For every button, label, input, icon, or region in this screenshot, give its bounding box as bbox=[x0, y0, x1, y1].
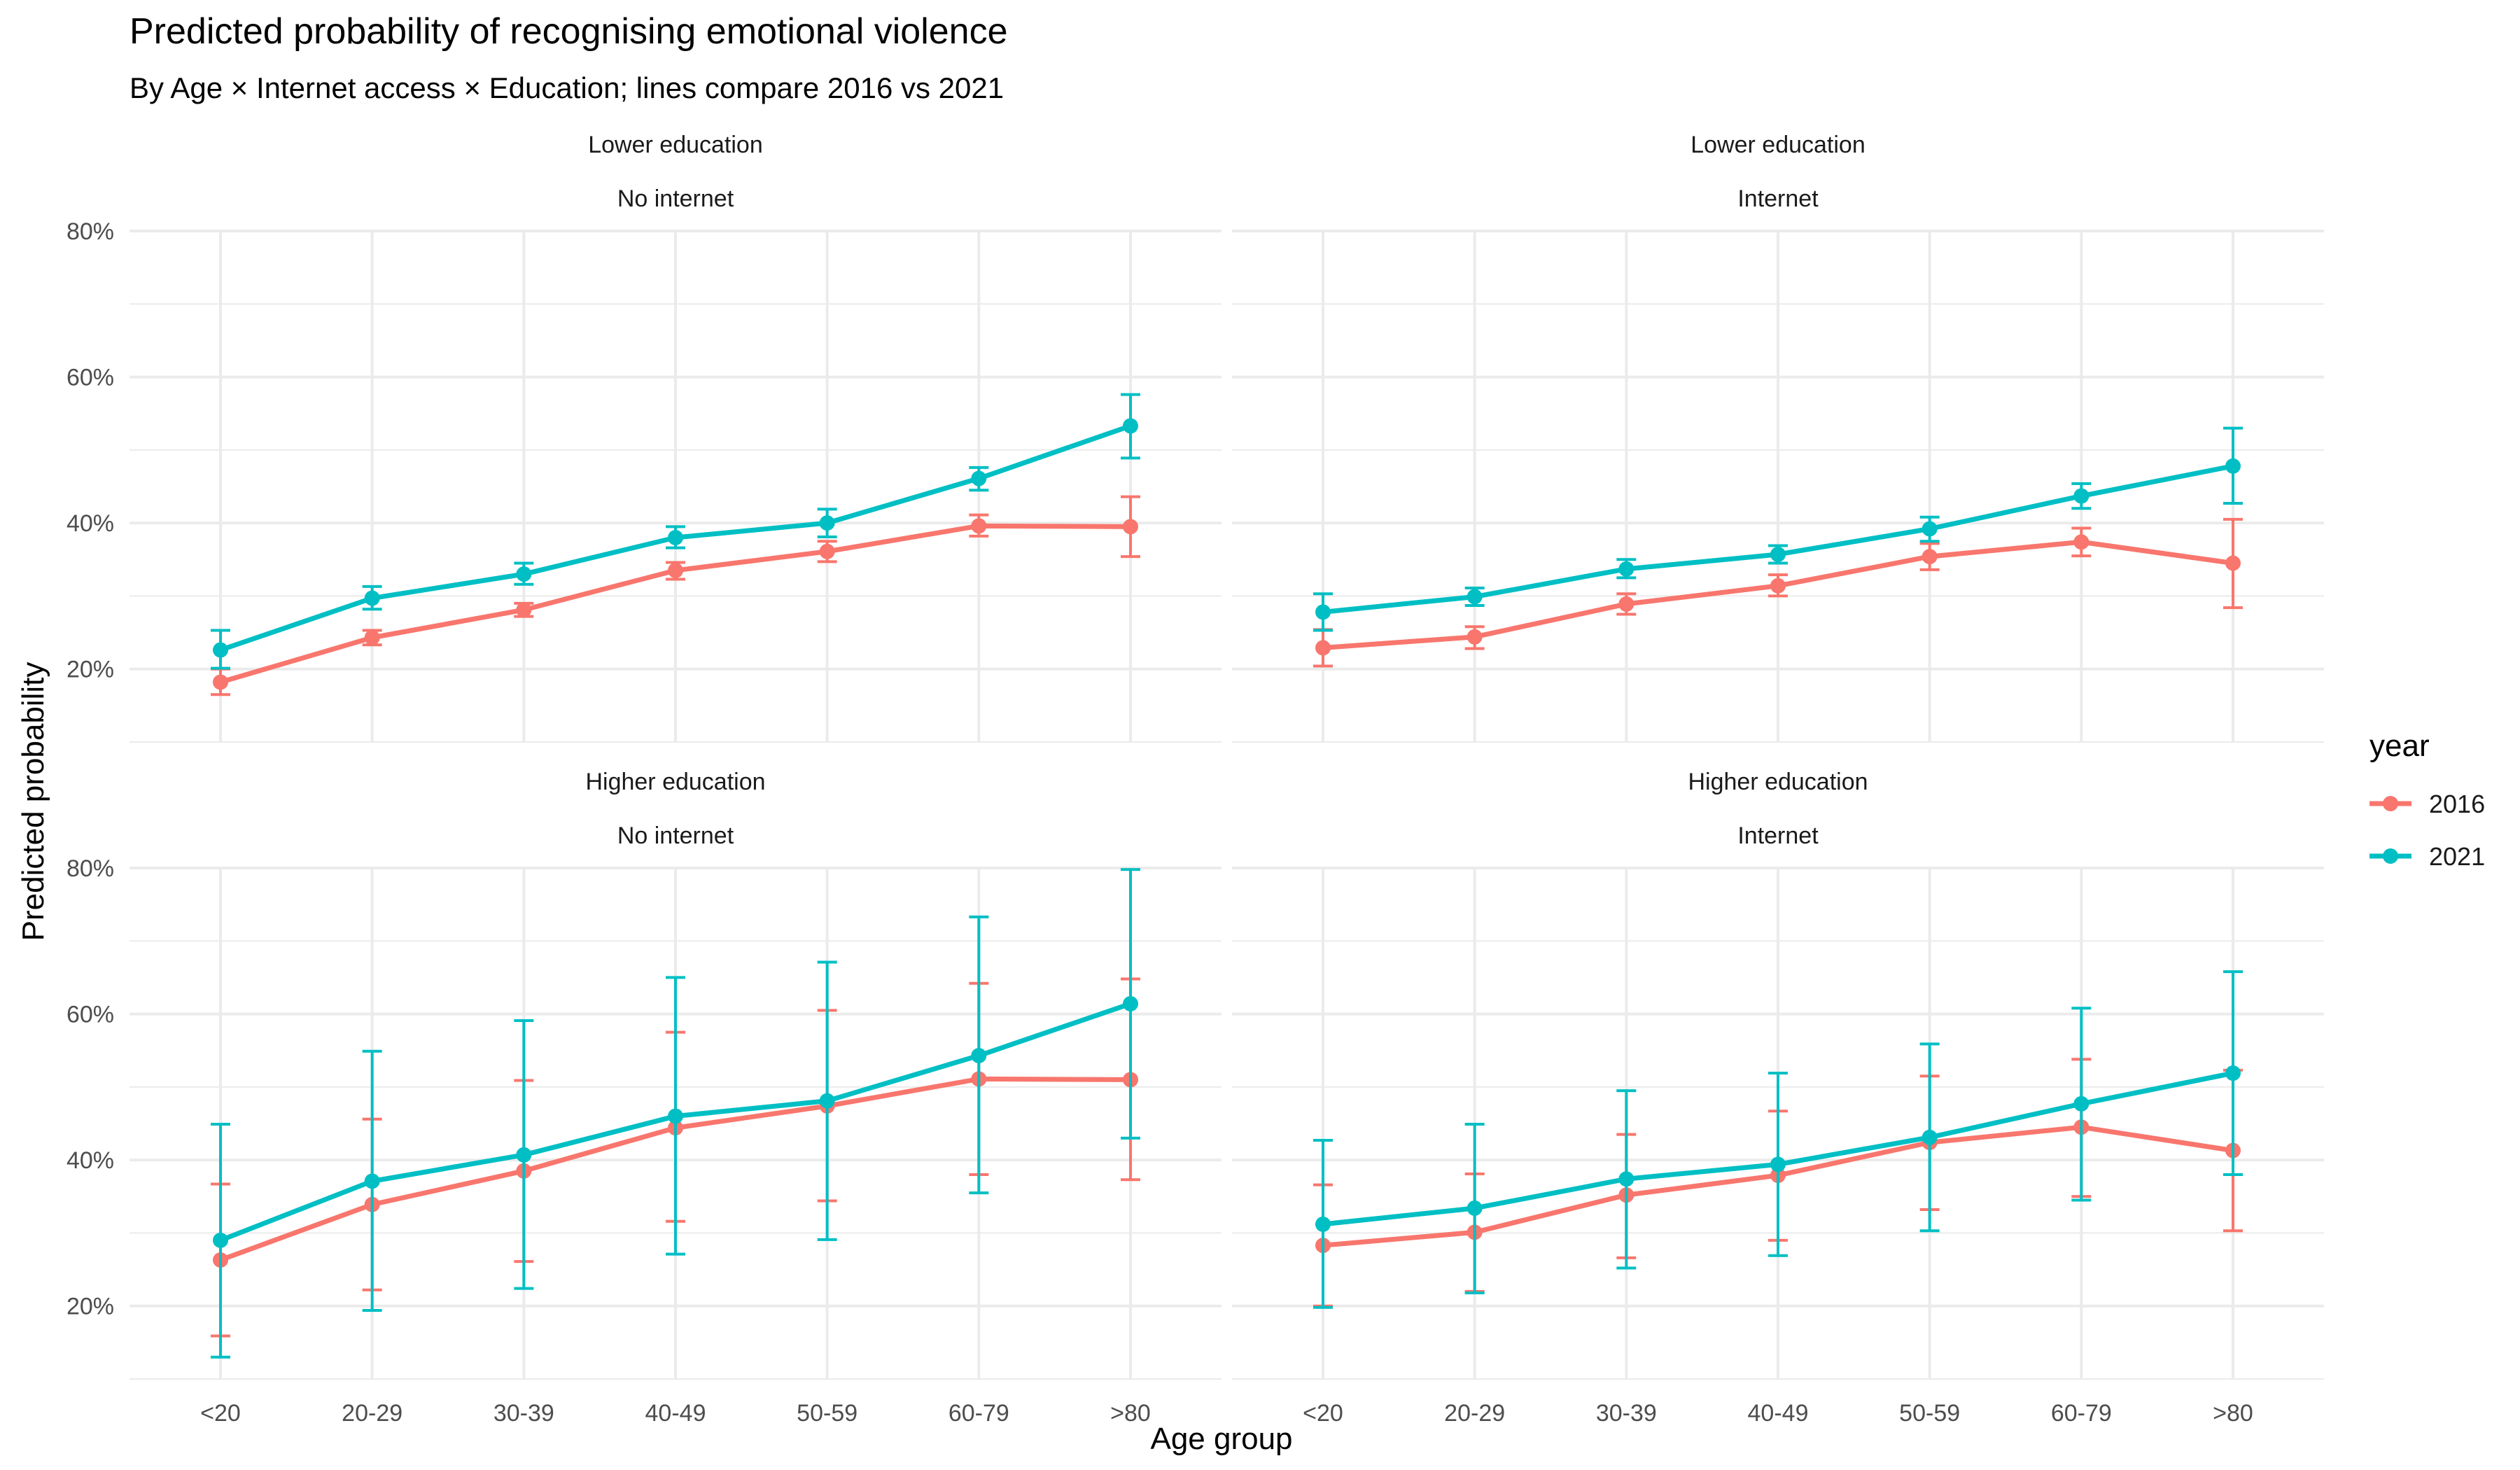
y-tick-label: 20% bbox=[66, 1294, 114, 1320]
data-point bbox=[1770, 578, 1786, 594]
data-point bbox=[1618, 1171, 1634, 1187]
y-tick-label: 80% bbox=[66, 855, 114, 882]
data-point bbox=[1466, 629, 1483, 645]
y-axis-label: Predicted probability bbox=[16, 662, 50, 941]
data-point bbox=[819, 1093, 835, 1109]
data-point bbox=[364, 590, 380, 606]
data-point bbox=[2073, 488, 2090, 504]
series-2021 bbox=[1313, 970, 2243, 1309]
data-point bbox=[1921, 549, 1938, 565]
panel-strip-education: Higher education bbox=[585, 769, 765, 795]
legend-label: 2021 bbox=[2429, 842, 2485, 871]
x-tick-label: 30-39 bbox=[493, 1400, 554, 1427]
y-tick-label: 40% bbox=[66, 1147, 114, 1174]
data-point bbox=[2225, 555, 2241, 571]
data-point bbox=[668, 562, 683, 578]
x-tick-label: 50-59 bbox=[797, 1400, 858, 1427]
y-tick-label: 60% bbox=[66, 365, 114, 391]
x-tick-label: 60-79 bbox=[2051, 1400, 2112, 1427]
panel-strip-internet: Internet bbox=[1737, 186, 1819, 212]
y-tick-label: 40% bbox=[66, 510, 114, 537]
data-point bbox=[364, 629, 380, 645]
legend: 2016 2021 bbox=[2370, 790, 2485, 871]
data-point bbox=[971, 518, 987, 534]
data-point bbox=[668, 530, 683, 545]
data-point bbox=[1123, 418, 1138, 434]
x-tick-label: >80 bbox=[1110, 1400, 1151, 1427]
data-point bbox=[819, 515, 835, 531]
panel-strip-internet: No internet bbox=[617, 822, 734, 849]
chart-title: Predicted probability of recognising emo… bbox=[130, 11, 1008, 52]
panel-4: Higher education Internet <20 20-29 30-39 40-… bbox=[1232, 769, 2324, 1427]
data-point bbox=[1315, 604, 1331, 620]
x-tick-label: 50-59 bbox=[1899, 1400, 1960, 1427]
data-point bbox=[1618, 561, 1634, 577]
data-point bbox=[1921, 1129, 1938, 1145]
legend-item-2016: 2016 bbox=[2370, 790, 2485, 818]
panel-strip-internet: No internet bbox=[617, 186, 734, 212]
legend-key-point bbox=[2383, 796, 2398, 811]
data-point bbox=[2225, 1065, 2241, 1082]
data-point bbox=[819, 543, 835, 559]
series-2016 bbox=[211, 495, 1140, 696]
y-tick-label: 60% bbox=[66, 1002, 114, 1028]
data-point bbox=[971, 470, 987, 486]
data-point bbox=[516, 566, 532, 582]
panel-1: Lower education No internet 20% 40% 60% 80% bbox=[66, 132, 1222, 743]
data-point bbox=[1466, 589, 1483, 605]
data-point bbox=[364, 1173, 380, 1189]
data-point bbox=[1123, 519, 1138, 535]
x-tick-label: 60-79 bbox=[948, 1400, 1009, 1427]
legend-key-point bbox=[2383, 848, 2398, 864]
data-point bbox=[1921, 521, 1938, 537]
panel-strip-education: Lower education bbox=[588, 132, 763, 158]
x-tick-label: 40-49 bbox=[1748, 1400, 1809, 1427]
y-tick-label: 20% bbox=[66, 657, 114, 683]
panel-strip-education: Higher education bbox=[1688, 769, 1868, 795]
data-point bbox=[213, 674, 228, 690]
data-point bbox=[1315, 640, 1331, 656]
data-point bbox=[1770, 546, 1786, 562]
x-tick-label: <20 bbox=[200, 1400, 241, 1427]
data-point bbox=[1618, 596, 1634, 612]
data-point bbox=[971, 1048, 987, 1064]
x-tick-label: >80 bbox=[2213, 1400, 2253, 1427]
data-point bbox=[2225, 458, 2241, 474]
legend-item-2021: 2021 bbox=[2370, 842, 2485, 871]
x-tick-label: 20-29 bbox=[1444, 1400, 1505, 1427]
data-point bbox=[516, 602, 532, 618]
panel-strip-internet: Internet bbox=[1737, 822, 1819, 849]
data-point bbox=[213, 642, 228, 658]
legend-label: 2016 bbox=[2429, 790, 2485, 818]
data-point bbox=[1123, 995, 1138, 1011]
data-point bbox=[668, 1108, 683, 1124]
series-2021 bbox=[211, 393, 1140, 670]
x-tick-label: 40-49 bbox=[645, 1400, 706, 1427]
panel-3: Higher education No internet 20% 40% 60% 80% <… bbox=[66, 769, 1222, 1427]
y-tick-label: 80% bbox=[66, 218, 114, 245]
x-axis-label: Age group bbox=[1150, 1422, 1292, 1456]
data-point bbox=[213, 1232, 228, 1248]
x-tick-label: 30-39 bbox=[1596, 1400, 1657, 1427]
data-point bbox=[2073, 534, 2090, 550]
data-point bbox=[1315, 1216, 1331, 1232]
data-point bbox=[1770, 1156, 1786, 1172]
panel-strip-education: Lower education bbox=[1690, 132, 1865, 158]
chart-subtitle: By Age × Internet access × Education; li… bbox=[130, 71, 1004, 104]
legend-title: year bbox=[2370, 729, 2430, 763]
x-tick-label: <20 bbox=[1303, 1400, 1343, 1427]
data-point bbox=[516, 1147, 532, 1163]
panel-2: Lower education Internet bbox=[1232, 132, 2324, 743]
x-tick-label: 20-29 bbox=[342, 1400, 402, 1427]
data-point bbox=[1466, 1200, 1483, 1216]
series-2021 bbox=[211, 868, 1140, 1359]
data-point bbox=[2073, 1096, 2090, 1112]
series-2021 bbox=[1313, 426, 2243, 632]
series-2016 bbox=[1313, 517, 2243, 668]
